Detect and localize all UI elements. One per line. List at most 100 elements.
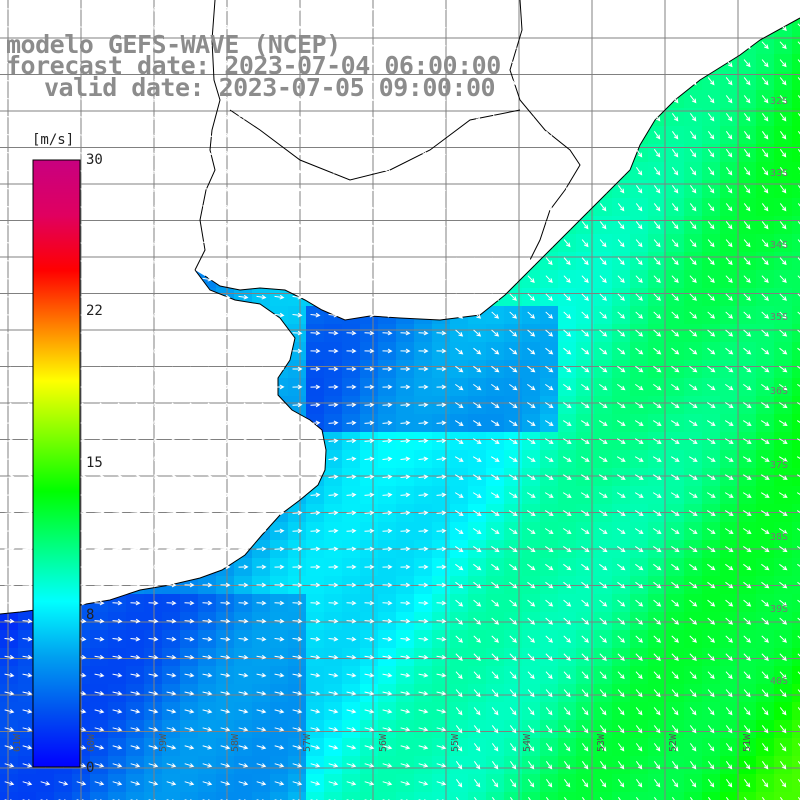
wind-arrow <box>581 797 585 800</box>
speed-cell <box>630 792 648 800</box>
wind-arrow <box>653 797 657 800</box>
wind-arrow <box>598 492 608 498</box>
wind-arrow <box>545 95 553 104</box>
wind-arrow <box>563 707 571 716</box>
wind-arrow <box>292 6 303 12</box>
wind-arrow <box>742 474 752 480</box>
wind-arrow <box>418 115 429 120</box>
wind-arrow <box>130 672 141 678</box>
wind-arrow <box>797 203 800 210</box>
wind-arrow <box>112 24 123 30</box>
wind-arrow <box>563 257 571 266</box>
wind-arrow <box>274 510 285 516</box>
wind-arrow <box>653 167 661 176</box>
speed-cell <box>144 792 162 800</box>
wind-arrow <box>508 474 518 480</box>
wind-arrow <box>491 59 499 68</box>
wind-arrow <box>220 546 231 552</box>
wind-arrow <box>527 95 535 104</box>
wind-arrow <box>743 779 751 788</box>
wind-arrow <box>509 671 517 680</box>
wind-arrow <box>148 727 159 732</box>
wind-arrow <box>238 133 249 138</box>
wind-arrow <box>545 653 553 662</box>
wind-arrow <box>328 564 339 570</box>
wind-arrow <box>743 599 752 607</box>
wind-arrow <box>635 599 644 607</box>
wind-arrow <box>670 438 680 444</box>
wind-arrow <box>563 329 572 337</box>
wind-arrow <box>148 618 159 624</box>
wind-arrow <box>599 113 607 122</box>
wind-arrow <box>4 618 15 624</box>
wind-arrow <box>238 24 249 30</box>
wind-arrow <box>617 546 626 553</box>
wind-arrow <box>112 546 123 552</box>
wind-arrow <box>545 203 553 212</box>
wind-arrow <box>796 402 800 405</box>
wind-arrow <box>599 671 607 680</box>
wind-arrow <box>634 492 644 498</box>
wind-arrow <box>725 5 733 13</box>
wind-arrow <box>779 167 787 176</box>
wind-arrow <box>256 709 267 714</box>
wind-arrow <box>544 420 554 427</box>
wind-arrow <box>364 187 375 192</box>
wind-arrow <box>617 293 625 301</box>
wind-arrow <box>725 546 734 553</box>
wind-arrow <box>491 617 500 625</box>
wind-arrow <box>94 6 105 12</box>
wind-arrow <box>292 672 303 678</box>
wind-arrow <box>454 420 464 427</box>
wind-arrow <box>581 761 589 770</box>
speed-cell <box>720 792 738 800</box>
wind-arrow <box>310 169 321 174</box>
wind-arrow <box>652 474 662 480</box>
wind-arrow <box>184 402 195 408</box>
wind-arrow <box>238 456 249 462</box>
wind-arrow <box>725 761 733 770</box>
wind-arrow <box>743 347 752 355</box>
wind-arrow <box>563 5 571 13</box>
wind-arrow <box>527 743 535 752</box>
wind-arrow <box>689 581 698 589</box>
wind-arrow <box>527 617 536 625</box>
wind-arrow <box>688 438 698 444</box>
wind-arrow <box>635 5 643 13</box>
wind-arrow <box>220 763 231 768</box>
wind-arrow <box>760 456 770 462</box>
wind-arrow <box>706 456 716 462</box>
speed-cell <box>792 612 800 630</box>
wind-arrow <box>310 187 321 192</box>
wind-arrow <box>418 79 429 84</box>
wind-arrow <box>671 383 680 391</box>
wind-arrow <box>148 745 159 750</box>
wind-arrow <box>364 330 375 336</box>
wind-arrow <box>328 223 339 228</box>
wind-arrow <box>112 600 123 606</box>
wind-arrow <box>455 131 463 140</box>
wind-arrow <box>148 474 159 480</box>
wind-arrow <box>166 348 177 354</box>
wind-arrow <box>617 311 626 319</box>
wind-arrow <box>274 474 285 480</box>
wind-arrow <box>58 151 69 156</box>
wind-arrow <box>617 365 626 373</box>
wind-arrow <box>635 149 643 158</box>
wind-arrow <box>509 293 517 301</box>
wind-arrow <box>364 384 375 390</box>
wind-arrow <box>581 293 589 301</box>
wind-arrow <box>599 23 607 31</box>
wind-arrow <box>292 151 303 156</box>
wind-arrow <box>256 456 267 462</box>
wind-arrow <box>22 60 33 66</box>
wind-arrow <box>599 617 608 625</box>
wind-arrow <box>545 599 554 607</box>
wind-arrow <box>400 348 411 354</box>
wind-arrow <box>634 474 644 480</box>
wind-arrow <box>455 617 464 625</box>
lat-label: 32S <box>770 96 789 107</box>
wind-arrow <box>455 365 464 373</box>
wind-arrow <box>455 185 463 194</box>
wind-arrow <box>328 79 339 84</box>
